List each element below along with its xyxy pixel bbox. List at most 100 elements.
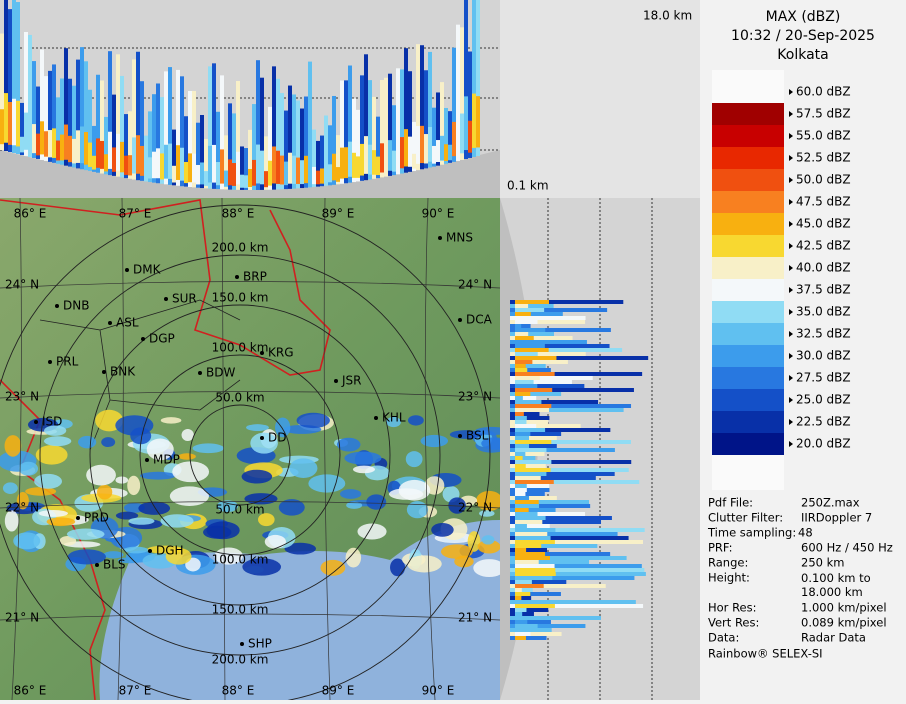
echo bbox=[464, 0, 468, 159]
echo bbox=[515, 512, 538, 516]
echo bbox=[180, 147, 184, 181]
echo bbox=[510, 476, 596, 480]
echo bbox=[346, 501, 363, 509]
echo bbox=[236, 151, 240, 185]
echo bbox=[396, 137, 400, 170]
legend-swatch bbox=[712, 235, 784, 257]
echo bbox=[476, 96, 480, 148]
city-label: PRD bbox=[84, 511, 109, 525]
echo bbox=[232, 113, 236, 190]
echo bbox=[357, 523, 387, 540]
site-name: Kolkata bbox=[777, 47, 828, 63]
echo bbox=[56, 140, 60, 161]
meridians bbox=[11, 198, 436, 700]
echo bbox=[76, 59, 80, 169]
city-marker bbox=[240, 642, 244, 646]
echo bbox=[104, 116, 108, 175]
echo bbox=[108, 131, 112, 169]
echo bbox=[288, 152, 292, 184]
echo bbox=[212, 144, 216, 183]
echo bbox=[432, 145, 436, 164]
echo bbox=[510, 460, 632, 464]
echo bbox=[0, 109, 4, 145]
echo bbox=[404, 129, 408, 167]
legend-arrow bbox=[789, 375, 793, 381]
echo bbox=[328, 125, 332, 186]
echo bbox=[515, 528, 556, 532]
echo bbox=[515, 504, 540, 508]
echo bbox=[140, 471, 176, 480]
echo bbox=[40, 49, 44, 160]
echo bbox=[510, 456, 536, 460]
echo bbox=[32, 61, 36, 158]
echo bbox=[510, 632, 562, 636]
echo bbox=[164, 144, 168, 179]
echo bbox=[178, 453, 196, 460]
echo bbox=[510, 452, 545, 456]
legend-arrow bbox=[789, 441, 793, 447]
legend-label: 50.0 dBZ bbox=[796, 173, 851, 187]
map-labels: 50.0 km 50.0 km 100.0 km 100.0 km 150.0 km 15… bbox=[5, 207, 493, 698]
echo bbox=[510, 628, 552, 632]
echo bbox=[320, 135, 324, 187]
echo bbox=[124, 155, 128, 175]
echo bbox=[515, 536, 551, 540]
legend-arrow bbox=[789, 199, 793, 205]
echo bbox=[152, 151, 156, 179]
echo bbox=[510, 424, 581, 428]
echo bbox=[448, 497, 466, 514]
echo bbox=[148, 111, 152, 183]
echo bbox=[510, 564, 642, 568]
echo bbox=[515, 492, 526, 496]
echo bbox=[101, 437, 116, 448]
corner-panel bbox=[500, 0, 700, 198]
echo bbox=[25, 487, 57, 496]
echo bbox=[515, 376, 540, 380]
echo bbox=[344, 80, 348, 184]
echo bbox=[515, 308, 545, 312]
legend-swatch bbox=[712, 169, 784, 191]
echo bbox=[424, 134, 428, 164]
echo bbox=[348, 65, 352, 183]
echo bbox=[296, 157, 300, 184]
echo bbox=[144, 135, 148, 182]
echo bbox=[67, 549, 106, 565]
echo bbox=[515, 520, 543, 524]
echo bbox=[510, 344, 610, 348]
echo bbox=[203, 525, 232, 539]
echo bbox=[515, 632, 531, 636]
city-marker bbox=[334, 379, 338, 383]
echo bbox=[436, 140, 440, 162]
echo bbox=[510, 392, 562, 396]
echo bbox=[16, 2, 20, 155]
echo bbox=[36, 133, 40, 156]
range-ring bbox=[139, 354, 341, 556]
city-label: BRP bbox=[243, 270, 267, 284]
echo bbox=[515, 628, 528, 632]
echo bbox=[112, 94, 116, 176]
echo bbox=[468, 120, 472, 153]
city-marker bbox=[55, 304, 59, 308]
echo bbox=[192, 153, 196, 183]
city-label: DCA bbox=[466, 313, 493, 327]
echo bbox=[264, 136, 268, 190]
legend-swatch bbox=[712, 433, 784, 455]
echo bbox=[128, 111, 132, 179]
echo bbox=[515, 496, 530, 500]
echo bbox=[515, 468, 551, 472]
city-label: MNS bbox=[446, 231, 473, 245]
map-echoes bbox=[0, 409, 500, 577]
echo bbox=[515, 412, 524, 416]
echo bbox=[510, 620, 551, 624]
echo bbox=[284, 542, 316, 555]
echo bbox=[242, 558, 282, 576]
city-marker bbox=[95, 563, 99, 567]
echo bbox=[510, 336, 573, 340]
echo bbox=[276, 150, 280, 184]
echo bbox=[120, 75, 124, 178]
echo bbox=[84, 132, 88, 165]
echo bbox=[515, 428, 546, 432]
echo bbox=[240, 146, 244, 190]
echo bbox=[43, 436, 72, 447]
